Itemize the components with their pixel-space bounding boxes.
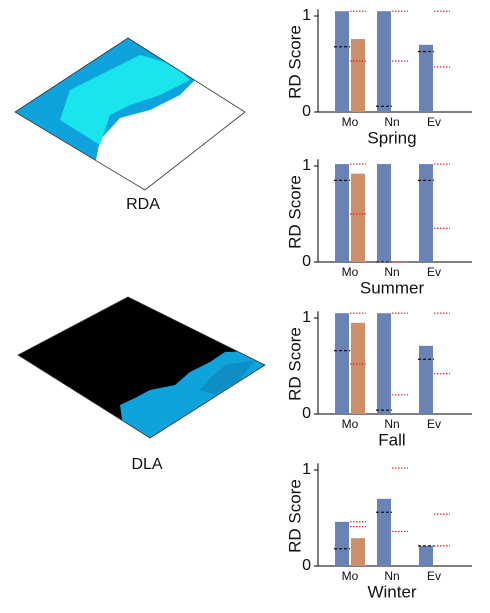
x-tick-label: Nn (384, 417, 399, 431)
x-tick-label: Ev (427, 417, 441, 431)
x-tick-label: Mo (342, 569, 359, 583)
x-tick-label: Mo (342, 417, 359, 431)
map-border (14, 37, 246, 191)
bar (351, 538, 365, 566)
x-tick-label: Nn (384, 265, 399, 279)
y-axis-label: RD Score (285, 479, 304, 553)
bar (377, 313, 391, 414)
map-label: RDA (126, 196, 160, 213)
bar (419, 545, 433, 566)
chart-title: Winter (367, 582, 416, 601)
y-tick-label: 0 (302, 253, 311, 270)
bar (377, 498, 391, 566)
y-axis-label: RD Score (285, 25, 304, 99)
x-tick-label: Nn (384, 115, 399, 129)
x-tick-label: Ev (427, 115, 441, 129)
x-tick-label: Ev (427, 569, 441, 583)
x-tick-label: Mo (342, 265, 359, 279)
bar (351, 173, 365, 262)
bar (335, 164, 349, 262)
x-tick-label: Ev (427, 265, 441, 279)
y-tick-label: 0 (302, 103, 311, 120)
y-tick-label: 1 (302, 461, 311, 478)
bar (419, 164, 433, 262)
y-tick-label: 0 (302, 405, 311, 422)
chart-title: Spring (367, 128, 416, 147)
map-label: DLA (131, 456, 162, 473)
y-tick-label: 1 (302, 7, 311, 24)
chart-title: Fall (378, 430, 405, 449)
y-tick-label: 0 (302, 557, 311, 574)
y-tick-label: 1 (302, 309, 311, 326)
bar (335, 521, 349, 566)
y-axis-label: RD Score (285, 175, 304, 249)
bar (335, 11, 349, 113)
bar (351, 322, 365, 414)
chart-title: Summer (360, 278, 425, 297)
map-border (17, 296, 266, 439)
bar (335, 313, 349, 414)
x-tick-label: Mo (342, 115, 359, 129)
y-tick-label: 1 (302, 157, 311, 174)
bar (377, 11, 391, 113)
bar (419, 44, 433, 112)
bar (377, 164, 391, 262)
rda-map (15, 38, 245, 190)
y-axis-label: RD Score (285, 327, 304, 401)
bar (351, 39, 365, 112)
x-tick-label: Nn (384, 569, 399, 583)
bar (419, 345, 433, 414)
